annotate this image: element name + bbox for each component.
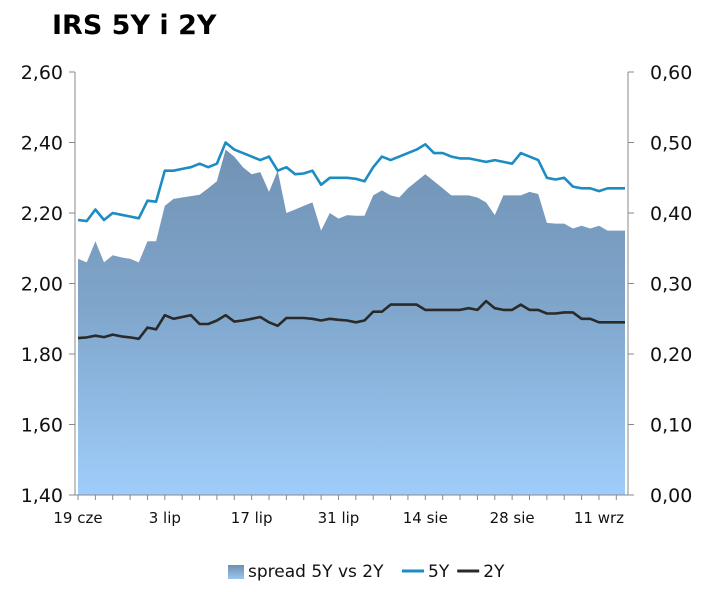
x-tick-label: 31 lip — [318, 509, 360, 527]
y-right-tick-label: 0,00 — [650, 485, 692, 507]
y-left-tick-label: 2,60 — [21, 62, 63, 84]
y-right-tick-label: 0,20 — [650, 344, 692, 366]
y-right-tick-label: 0,60 — [650, 62, 692, 84]
legend-swatch-spread — [228, 565, 244, 579]
y-left-tick-label: 1,80 — [21, 344, 63, 366]
y-right-tick-label: 0,40 — [650, 203, 692, 225]
legend-label: 5Y — [428, 562, 450, 582]
series-5y-line — [77, 141, 625, 223]
legend: spread 5Y vs 2Y 5Y 2Y — [228, 562, 505, 582]
y-right-tick-label: 0,50 — [650, 133, 692, 155]
chart-title: IRS 5Y i 2Y — [52, 10, 217, 41]
plot-area — [77, 141, 625, 495]
x-tick-label: 28 sie — [490, 509, 535, 527]
x-tick-label: 11 wrz — [574, 509, 624, 527]
y-left-tick-label: 2,00 — [21, 274, 63, 296]
axes: 1,40 0,00 1,60 0,10 1,80 0,20 2,00 0,30 2,20 0,40… — [21, 62, 693, 527]
y-right-tick-label: 0,10 — [650, 415, 692, 437]
y-left-tick-label: 1,40 — [21, 485, 63, 507]
y-left-tick-label: 2,40 — [21, 133, 63, 155]
y-left-tick-label: 1,60 — [21, 415, 63, 437]
y-right-tick-label: 0,30 — [650, 274, 692, 296]
x-tick-label: 14 sie — [403, 509, 448, 527]
series-2y-line — [77, 299, 625, 341]
x-tick-label: 17 lip — [231, 509, 273, 527]
legend-label: spread 5Y vs 2Y — [248, 562, 384, 582]
x-tick-label: 3 lip — [149, 509, 181, 527]
y-left-tick-label: 2,20 — [21, 203, 63, 225]
x-tick-label: 19 cze — [53, 509, 102, 527]
legend-label: 2Y — [483, 562, 505, 582]
